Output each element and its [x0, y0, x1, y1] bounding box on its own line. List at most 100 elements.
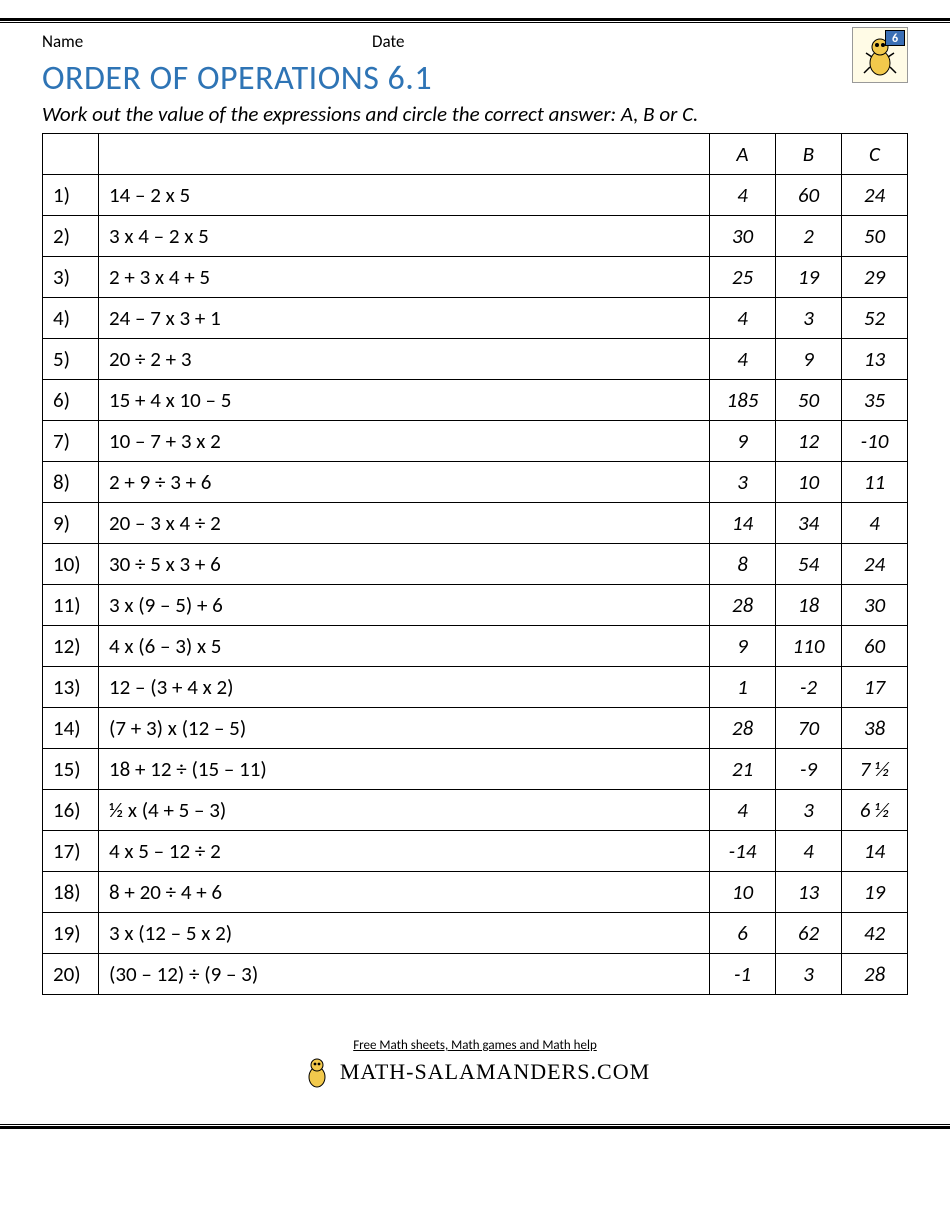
answer-b: 10	[776, 462, 842, 503]
answer-c: 28	[842, 954, 908, 995]
answer-a: 8	[710, 544, 776, 585]
bottom-double-rule	[0, 1124, 950, 1129]
answer-b: 70	[776, 708, 842, 749]
answer-c: 17	[842, 667, 908, 708]
answer-b: 19	[776, 257, 842, 298]
answer-a: 30	[710, 216, 776, 257]
answer-c: 14	[842, 831, 908, 872]
expression-cell: 3 x 4 – 2 x 5	[99, 216, 710, 257]
answer-a: 4	[710, 298, 776, 339]
table-row: 17)4 x 5 – 12 ÷ 2-14414	[43, 831, 908, 872]
answer-a: 28	[710, 585, 776, 626]
answer-a: 4	[710, 175, 776, 216]
row-number: 17)	[43, 831, 99, 872]
answer-c: 13	[842, 339, 908, 380]
answer-a: 3	[710, 462, 776, 503]
answer-b: 9	[776, 339, 842, 380]
answer-b: 34	[776, 503, 842, 544]
answer-b: 18	[776, 585, 842, 626]
expression-cell: 20 ÷ 2 + 3	[99, 339, 710, 380]
answer-b: 110	[776, 626, 842, 667]
answer-b: 60	[776, 175, 842, 216]
row-number: 10)	[43, 544, 99, 585]
table-row: 4)24 – 7 x 3 + 14352	[43, 298, 908, 339]
expression-cell: ½ x (4 + 5 – 3)	[99, 790, 710, 831]
answer-b: -9	[776, 749, 842, 790]
answer-a: 6	[710, 913, 776, 954]
grade-badge: 6	[885, 30, 905, 46]
expression-cell: 4 x 5 – 12 ÷ 2	[99, 831, 710, 872]
answer-c: 24	[842, 175, 908, 216]
table-row: 15)18 + 12 ÷ (15 – 11)21-97 ½	[43, 749, 908, 790]
answer-a: 21	[710, 749, 776, 790]
problems-table: A B C 1)14 – 2 x 5460242)3 x 4 – 2 x 530…	[42, 133, 908, 995]
table-row: 2)3 x 4 – 2 x 530250	[43, 216, 908, 257]
answer-c: 6 ½	[842, 790, 908, 831]
row-number: 3)	[43, 257, 99, 298]
answer-b: 54	[776, 544, 842, 585]
top-double-rule	[0, 18, 950, 23]
date-label: Date	[372, 31, 404, 52]
table-row: 19)3 x (12 – 5 x 2)66242	[43, 913, 908, 954]
footer-brand-text: MATH-SALAMANDERS.COM	[340, 1059, 650, 1085]
answer-a: 4	[710, 339, 776, 380]
table-row: 1)14 – 2 x 546024	[43, 175, 908, 216]
table-row: 5)20 ÷ 2 + 34913	[43, 339, 908, 380]
answer-b: 3	[776, 790, 842, 831]
answer-a: 4	[710, 790, 776, 831]
answer-c: 38	[842, 708, 908, 749]
answer-b: 12	[776, 421, 842, 462]
header-blank-expr	[99, 134, 710, 175]
answer-c: 4	[842, 503, 908, 544]
answer-b: 62	[776, 913, 842, 954]
answer-a: 9	[710, 421, 776, 462]
answer-a: 185	[710, 380, 776, 421]
answer-c: 24	[842, 544, 908, 585]
answer-c: -10	[842, 421, 908, 462]
header-b: B	[776, 134, 842, 175]
expression-cell: (7 + 3) x (12 – 5)	[99, 708, 710, 749]
row-number: 4)	[43, 298, 99, 339]
expression-cell: 12 – (3 + 4 x 2)	[99, 667, 710, 708]
expression-cell: 3 x (9 – 5) + 6	[99, 585, 710, 626]
expression-cell: 10 – 7 + 3 x 2	[99, 421, 710, 462]
answer-b: -2	[776, 667, 842, 708]
header-a: A	[710, 134, 776, 175]
expression-cell: 15 + 4 x 10 – 5	[99, 380, 710, 421]
answer-b: 4	[776, 831, 842, 872]
header-blank-num	[43, 134, 99, 175]
row-number: 7)	[43, 421, 99, 462]
answer-c: 7 ½	[842, 749, 908, 790]
table-row: 20)(30 – 12) ÷ (9 – 3)-1328	[43, 954, 908, 995]
row-number: 12)	[43, 626, 99, 667]
answer-c: 35	[842, 380, 908, 421]
answer-a: 9	[710, 626, 776, 667]
expression-cell: 30 ÷ 5 x 3 + 6	[99, 544, 710, 585]
table-row: 13)12 – (3 + 4 x 2)1-217	[43, 667, 908, 708]
row-number: 13)	[43, 667, 99, 708]
expression-cell: (30 – 12) ÷ (9 – 3)	[99, 954, 710, 995]
expression-cell: 2 + 3 x 4 + 5	[99, 257, 710, 298]
answer-b: 3	[776, 954, 842, 995]
table-row: 7)10 – 7 + 3 x 2912-10	[43, 421, 908, 462]
answer-a: 10	[710, 872, 776, 913]
table-row: 3)2 + 3 x 4 + 5251929	[43, 257, 908, 298]
answer-c: 50	[842, 216, 908, 257]
row-number: 19)	[43, 913, 99, 954]
page-title: ORDER OF OPERATIONS 6.1	[42, 58, 908, 99]
worksheet-page: Name Date 6 ORDER OF OPERATIONS 6.1 Work…	[0, 31, 950, 1114]
table-row: 6)15 + 4 x 10 – 51855035	[43, 380, 908, 421]
row-number: 8)	[43, 462, 99, 503]
expression-cell: 4 x (6 – 3) x 5	[99, 626, 710, 667]
row-number: 18)	[43, 872, 99, 913]
footer-tagline: Free Math sheets, Math games and Math he…	[353, 1038, 597, 1053]
table-row: 14)(7 + 3) x (12 – 5)287038	[43, 708, 908, 749]
row-number: 9)	[43, 503, 99, 544]
salamander-icon	[300, 1055, 334, 1089]
row-number: 1)	[43, 175, 99, 216]
answer-c: 42	[842, 913, 908, 954]
table-row: 10)30 ÷ 5 x 3 + 685424	[43, 544, 908, 585]
answer-c: 29	[842, 257, 908, 298]
answer-c: 11	[842, 462, 908, 503]
answer-c: 30	[842, 585, 908, 626]
